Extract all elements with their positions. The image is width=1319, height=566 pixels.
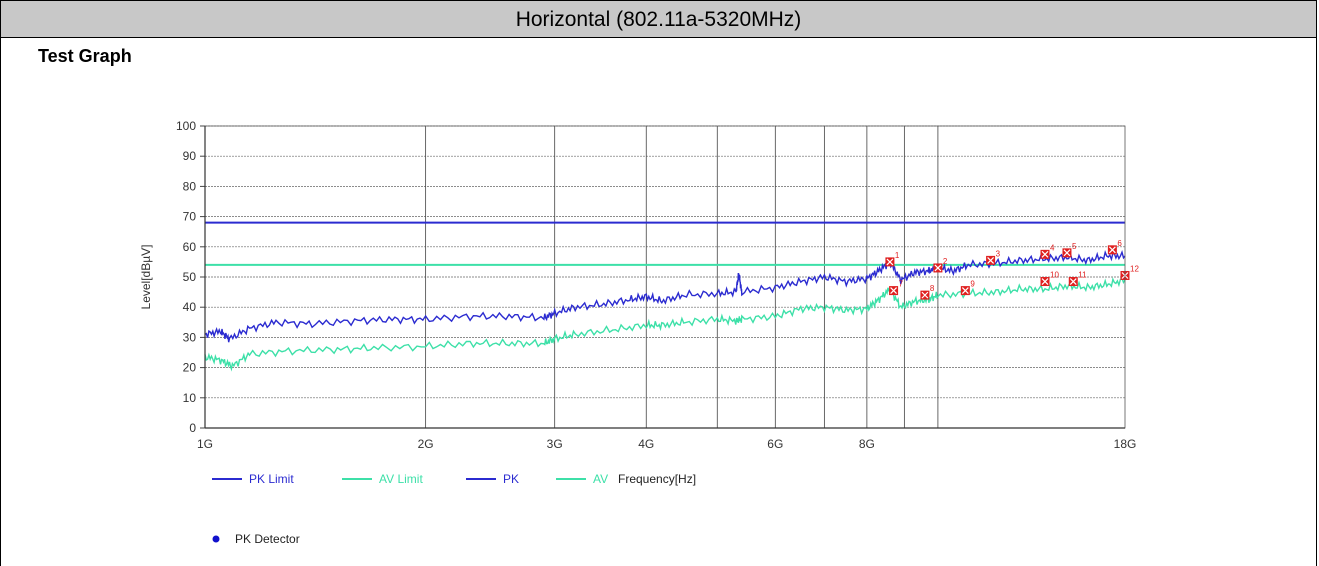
y-axis-label: Level[dBµV] [139,245,153,310]
x-tick-label: 1G [197,437,213,451]
legend-label: AV [593,472,608,486]
peak-marker-label: 1 [895,251,900,260]
series-lines [204,250,1126,372]
peak-marker-cross [1041,250,1049,258]
peak-marker-cross [987,256,995,264]
detector-legend-label: PK Detector [235,532,300,546]
y-tick-label: 90 [183,149,197,163]
page-title: Horizontal (802.11a-5320MHz) [515,8,802,31]
detector-dot [212,535,220,543]
peak-marker-label: 3 [996,249,1001,258]
peak-marker-label: 6 [1117,239,1122,248]
y-tick-label: 60 [183,240,197,254]
legend-label: AV Limit [379,472,423,486]
peak-marker-cross [934,264,942,272]
x-tick-label: 4G [638,437,654,451]
peak-marker-cross [886,258,894,266]
y-tick-label: 20 [183,361,197,375]
x-axis-label: Frequency[Hz] [618,472,696,486]
y-tick-label: 70 [183,210,197,224]
peak-marker-label: 10 [1050,271,1059,280]
peak-marker-cross [1041,278,1049,285]
legend: PK Limit AV Limit PK AV Frequency[Hz] PK Dete… [212,472,696,546]
x-tick-label: 3G [547,437,563,451]
y-tick-label: 30 [183,330,197,344]
y-tick-label: 50 [183,270,197,284]
x-tick-label: 2G [418,437,434,451]
grid [205,125,1125,428]
series-line-pk [204,250,1126,343]
y-tick-label: 0 [189,421,196,435]
x-tick-label: 18G [1114,437,1137,451]
peak-marker-label: 4 [1050,243,1055,252]
y-tick-label: 80 [183,179,197,193]
peak-marker-cross [1069,278,1077,285]
series-line-av [204,277,1126,372]
axes: 0 10 20 30 40 50 60 70 80 90 100 1G 2G 3G 4G 6G 8G 18G Lev… [139,119,1136,451]
legend-label: PK Limit [249,472,294,486]
y-tick-label: 40 [183,300,197,314]
x-tick-label: 8G [859,437,875,451]
peak-marker-cross [890,287,898,295]
peak-marker-label: 5 [1072,242,1077,251]
peak-marker-label: 2 [943,257,948,266]
peak-marker-label: 9 [970,280,975,289]
y-tick-label: 100 [176,119,196,133]
peak-marker-label: 12 [1130,264,1139,273]
x-tick-label: 6G [767,437,783,451]
y-tick-label: 10 [183,391,197,405]
legend-label: PK [503,472,519,486]
section-title: Test Graph [38,46,132,66]
peak-marker-label: 11 [1078,271,1087,280]
peak-marker-cross [921,291,929,299]
peak-marker-cross [961,287,969,295]
peak-marker-cross [1063,249,1071,257]
peak-marker-label: 8 [930,284,935,293]
peak-marker-cross [1108,246,1116,254]
peak-marker-label: 7 [899,280,904,289]
page-header: Horizontal (802.11a-5320MHz) [0,0,1317,38]
